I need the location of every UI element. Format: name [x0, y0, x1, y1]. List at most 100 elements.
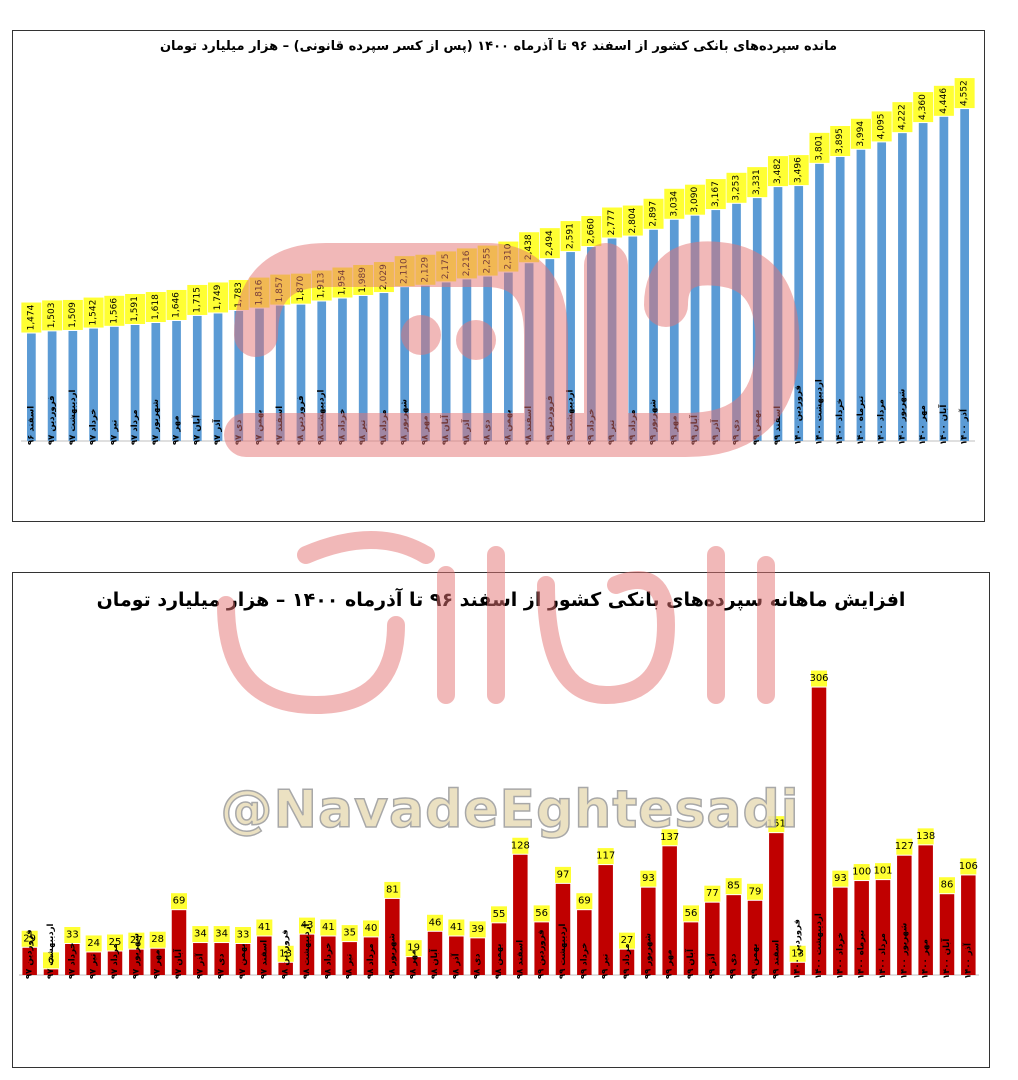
category-tick-label: بهمن ۹۸	[503, 409, 513, 445]
data-label-bg	[619, 932, 635, 949]
category-tick-label: فروردین ۹۹	[545, 395, 555, 445]
category-tick-label: خرداد ۱۴۰۰	[835, 932, 845, 979]
category-tick-label: دی ۹۷	[234, 419, 244, 445]
bar	[732, 203, 741, 441]
data-label: 1,474	[26, 304, 36, 330]
category-tick-label: مرداد ۹۹	[628, 409, 638, 445]
category-tick-label: آذر ۹۷	[211, 418, 223, 445]
data-label-bg	[277, 945, 294, 962]
category-tick-label: خرداد ۹۹	[586, 409, 596, 445]
category-tick-label: اردیبهشت ۹۷	[68, 389, 78, 445]
bar	[363, 937, 379, 975]
bar	[833, 887, 848, 975]
bar	[462, 279, 472, 441]
data-label: 1,646	[172, 292, 182, 318]
data-label: 1,870	[296, 275, 306, 301]
chart-deposit-balance: 1,474 اسفند ۹۶ 1,503 فروردین ۹۷ 1,509 اردیبهش…	[21, 78, 975, 445]
data-label-bg	[913, 92, 934, 123]
bar	[898, 133, 907, 441]
data-label-bg	[235, 927, 251, 943]
data-label: 69	[578, 896, 591, 907]
category-tick-label: دی ۹۹	[729, 953, 739, 979]
data-label: 117	[596, 851, 615, 862]
data-label: 1,783	[234, 282, 244, 308]
bar	[22, 947, 37, 975]
chart-panel-monthly-increase: افزایش ماهانه سپرده‌های بانکی کشور از اس…	[12, 572, 990, 1068]
category-tick-label: دی ۹۷	[217, 953, 227, 979]
data-label-bg	[768, 816, 785, 833]
data-label-bg	[448, 919, 465, 936]
bar	[27, 333, 36, 441]
category-tick-label: آبان ۱۴۰۰	[940, 938, 952, 979]
category-tick-label: شهریور ۹۹	[643, 933, 653, 979]
category-tick-label: آبان ۹۹	[684, 948, 696, 979]
category-tick-label: اسفند ۹۷	[259, 940, 269, 979]
category-tick-label: تیر ۹۹	[607, 420, 617, 445]
category-tick-label: فروردین ۱۴۰۰	[794, 385, 804, 445]
data-label-bg	[125, 293, 146, 324]
data-label-bg	[107, 934, 123, 951]
category-tick-label: اسفند ۹۹	[771, 940, 781, 979]
data-label: 1,989	[358, 267, 368, 293]
chart-panel-deposit-balance: مانده سپرده‌های بانکی کشور از اسفند ۹۶ ت…	[12, 30, 985, 522]
data-label: 1,816	[255, 279, 265, 305]
category-tick-label: خرداد ۹۸	[337, 409, 347, 445]
bar	[427, 931, 443, 975]
data-label-bg	[555, 866, 571, 883]
data-label-bg	[208, 282, 229, 313]
bar	[192, 315, 202, 441]
data-label: 3,034	[669, 191, 679, 217]
data-label-bg	[512, 837, 529, 854]
bar	[172, 320, 181, 441]
category-tick-label: خرداد ۹۸	[323, 943, 333, 979]
bar	[358, 295, 368, 441]
data-label: 85	[727, 881, 740, 892]
data-label: 1,509	[68, 302, 78, 328]
bar	[641, 887, 656, 975]
data-label: 34	[215, 929, 228, 940]
data-label: 1,566	[109, 298, 119, 324]
data-label-bg	[299, 917, 315, 934]
category-tick-label: آبان ۱۴۰۰	[937, 404, 949, 445]
data-label-bg	[933, 85, 954, 116]
data-label: 1,591	[130, 296, 140, 322]
category-tick-label: فروردین ۹۸	[281, 929, 291, 979]
category-tick-label: فروردین ۱۴۰۰	[793, 919, 803, 979]
data-label: 27	[621, 935, 634, 946]
data-label: 100	[852, 867, 871, 878]
data-label-bg	[128, 932, 145, 949]
category-tick-label: مهر ۹۷	[172, 415, 182, 445]
data-label: 1,913	[317, 273, 327, 299]
category-tick-label: آبان ۹۷	[172, 948, 184, 979]
data-label-bg	[726, 172, 747, 203]
data-label: 3,090	[690, 187, 700, 213]
category-tick-label: مرداد ۹۸	[379, 409, 389, 445]
data-label: 1,503	[47, 303, 57, 329]
category-tick-label: تیر ۹۸	[358, 420, 368, 445]
bar	[897, 855, 912, 975]
data-label-bg	[104, 295, 125, 326]
bar	[107, 951, 123, 975]
bar	[769, 833, 784, 975]
bar	[342, 942, 357, 975]
data-label: 93	[642, 873, 655, 884]
category-tick-label: آبان ۹۷	[190, 414, 202, 445]
bar	[483, 276, 492, 441]
bar	[619, 949, 635, 975]
bar	[607, 238, 617, 441]
category-tick-label: آبان ۹۹	[688, 414, 700, 445]
data-label-bg	[602, 207, 623, 238]
category-tick-label: اسفند ۹۹	[773, 406, 783, 445]
data-label: 56	[685, 908, 698, 919]
bar	[214, 943, 229, 975]
data-label-bg	[384, 881, 401, 898]
data-label-bg	[832, 870, 849, 887]
bar	[406, 957, 421, 975]
data-label: 101	[873, 866, 892, 877]
bar	[299, 934, 315, 975]
chart-title: مانده سپرده‌های بانکی کشور از اسفند ۹۶ ت…	[159, 39, 838, 54]
bar	[129, 949, 144, 975]
category-tick-label: آذر ۹۸	[460, 418, 472, 445]
data-label-bg	[533, 905, 550, 922]
data-label: 41	[258, 922, 271, 933]
